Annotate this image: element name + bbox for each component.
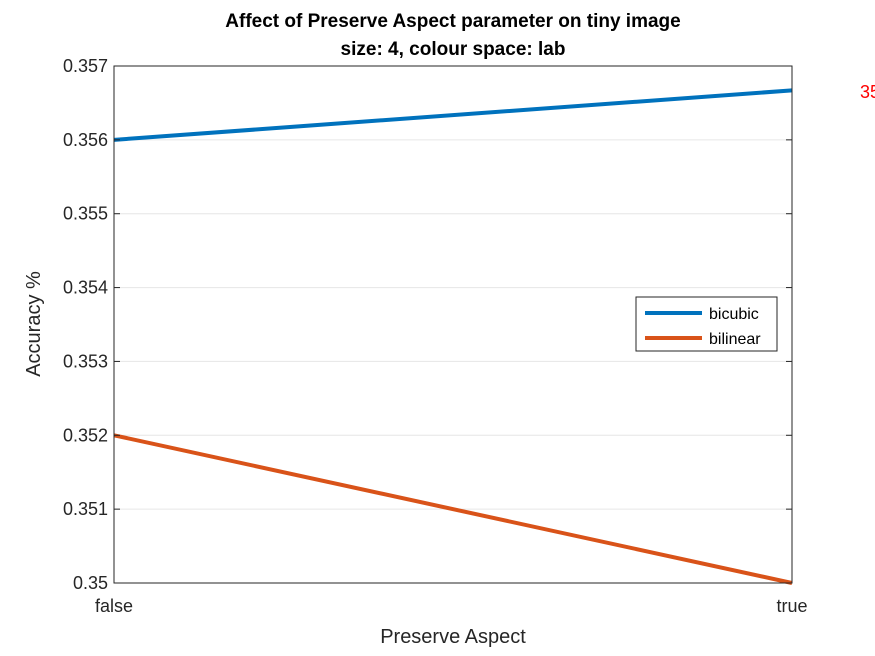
plot-area-frame bbox=[113, 65, 793, 584]
x-tick-label: false bbox=[95, 596, 133, 616]
y-axis-label: Accuracy % bbox=[23, 271, 45, 377]
y-tick-label: 0.354 bbox=[63, 278, 108, 298]
series-line-bicubic bbox=[113, 88, 793, 142]
y-tick-label: 0.355 bbox=[63, 204, 108, 224]
y-tick-label: 0.353 bbox=[63, 351, 108, 371]
chart-title-line-2: size: 4, colour space: lab bbox=[341, 39, 566, 60]
y-tick-label: 0.357 bbox=[63, 56, 108, 76]
legend: bicubic bilinear bbox=[635, 296, 778, 352]
x-axis-label: Preserve Aspect bbox=[380, 626, 526, 648]
y-axis: 0.35 0.351 0.352 0.353 0.354 0.355 0.356 0.357 bbox=[63, 56, 792, 593]
gridlines bbox=[114, 139, 792, 510]
y-tick-label: 0.35 bbox=[73, 573, 108, 593]
legend-label-bicubic: bicubic bbox=[709, 306, 759, 323]
y-tick-label: 0.352 bbox=[63, 425, 108, 445]
x-axis: false true bbox=[95, 577, 808, 616]
clipped-annotation: 35 bbox=[860, 82, 875, 102]
series-line-bilinear bbox=[113, 433, 793, 585]
y-tick-label: 0.351 bbox=[63, 499, 108, 519]
legend-label-bilinear: bilinear bbox=[709, 331, 761, 348]
series-lines bbox=[113, 88, 793, 585]
x-tick-label: true bbox=[776, 596, 807, 616]
chart-title-line-1: Affect of Preserve Aspect parameter on t… bbox=[225, 11, 680, 32]
y-tick-label: 0.356 bbox=[63, 130, 108, 150]
legend-box bbox=[635, 296, 778, 352]
